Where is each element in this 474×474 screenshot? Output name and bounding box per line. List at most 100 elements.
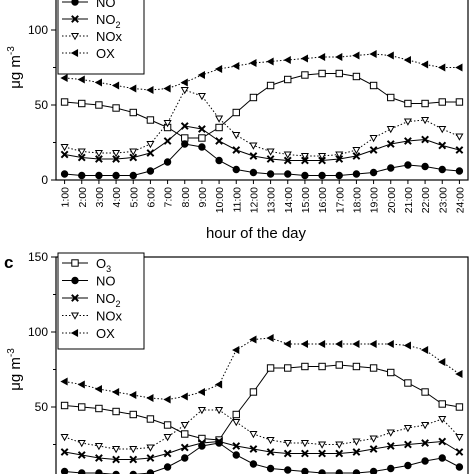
- data-point: [335, 171, 343, 180]
- data-point: [60, 98, 69, 106]
- data-point: [180, 443, 189, 452]
- legend-label-subscript: 3: [106, 264, 111, 274]
- data-point: [387, 464, 395, 473]
- x-tick-label: 17:00: [334, 187, 346, 213]
- data-point: [369, 146, 378, 154]
- data-point: [215, 115, 224, 123]
- data-point: [420, 345, 429, 355]
- data-point: [249, 58, 257, 68]
- data-point: [404, 461, 412, 470]
- data-point: [60, 467, 69, 474]
- data-point: [266, 81, 275, 90]
- data-point: [60, 433, 69, 442]
- data-point: [249, 142, 258, 150]
- data-point: [266, 448, 275, 456]
- series-no: [60, 439, 464, 474]
- data-point: [438, 98, 446, 106]
- data-point: [317, 52, 326, 62]
- series-line: [64, 442, 460, 474]
- data-point: [181, 430, 189, 438]
- data-point: [77, 148, 86, 156]
- data-point: [283, 339, 291, 349]
- data-point: [300, 339, 308, 349]
- data-point: [335, 69, 343, 78]
- data-point: [317, 339, 326, 349]
- data-point: [352, 51, 360, 60]
- data-point: [369, 445, 378, 453]
- x-tick-label: 1:00: [60, 187, 72, 208]
- data-point: [95, 171, 103, 180]
- data-point: [129, 410, 137, 419]
- data-point: [163, 449, 172, 458]
- data-point: [78, 469, 86, 474]
- data-point: [95, 454, 103, 462]
- data-point: [369, 435, 378, 443]
- data-point: [249, 460, 258, 468]
- legend-label: NOx: [96, 29, 123, 44]
- data-point: [335, 361, 343, 369]
- data-point: [438, 437, 447, 446]
- data-point: [163, 463, 172, 471]
- data-point: [129, 84, 137, 93]
- data-point: [112, 445, 121, 454]
- y-tick-label: 0: [41, 173, 48, 187]
- data-point: [386, 125, 395, 134]
- data-point: [455, 403, 464, 411]
- data-point: [60, 73, 68, 83]
- data-point: [301, 171, 309, 180]
- data-point: [300, 152, 309, 161]
- data-point: [352, 469, 361, 474]
- legend-label: NOx: [96, 309, 123, 324]
- data-point: [301, 362, 309, 371]
- data-point: [438, 357, 446, 367]
- data-point: [111, 81, 120, 90]
- data-point: [266, 464, 275, 473]
- data-point: [197, 92, 206, 101]
- data-point: [232, 418, 241, 427]
- panel-letter: c: [4, 253, 13, 272]
- data-point: [163, 137, 172, 145]
- data-point: [129, 171, 137, 180]
- legend-label: NO: [96, 274, 116, 289]
- data-point: [335, 155, 344, 163]
- x-tick-label: 23:00: [437, 187, 449, 213]
- y-tick-label: 100: [28, 325, 48, 339]
- data-point: [301, 71, 309, 79]
- data-point: [403, 341, 411, 350]
- data-point: [335, 151, 344, 159]
- data-point: [198, 125, 206, 133]
- x-tick-label: 6:00: [145, 187, 157, 208]
- data-point: [386, 442, 395, 450]
- x-tick-label: 4:00: [111, 187, 123, 208]
- data-point: [232, 146, 241, 154]
- data-point: [421, 421, 430, 430]
- data-point: [198, 439, 206, 447]
- x-tick-label: 12:00: [248, 187, 260, 213]
- data-point: [146, 140, 155, 149]
- data-point: [318, 69, 326, 78]
- data-point: [335, 441, 344, 449]
- x-tick-label: 14:00: [283, 187, 295, 213]
- data-point: [232, 345, 240, 355]
- data-point: [163, 421, 172, 429]
- legend-marker: [71, 276, 79, 285]
- data-point: [94, 149, 103, 158]
- data-point: [129, 470, 137, 474]
- data-point: [232, 131, 241, 140]
- data-point: [421, 162, 429, 171]
- data-point: [249, 335, 257, 344]
- data-point: [129, 445, 138, 454]
- data-point: [455, 167, 464, 175]
- data-point: [421, 388, 429, 396]
- data-point: [197, 387, 205, 397]
- data-point: [335, 339, 343, 349]
- data-point: [284, 75, 292, 84]
- y-tick-label: 150: [28, 250, 48, 264]
- data-point: [180, 86, 189, 95]
- data-point: [318, 156, 326, 165]
- legend-marker: [71, 15, 79, 23]
- x-tick-label: 2:00: [77, 187, 89, 208]
- data-point: [146, 454, 155, 462]
